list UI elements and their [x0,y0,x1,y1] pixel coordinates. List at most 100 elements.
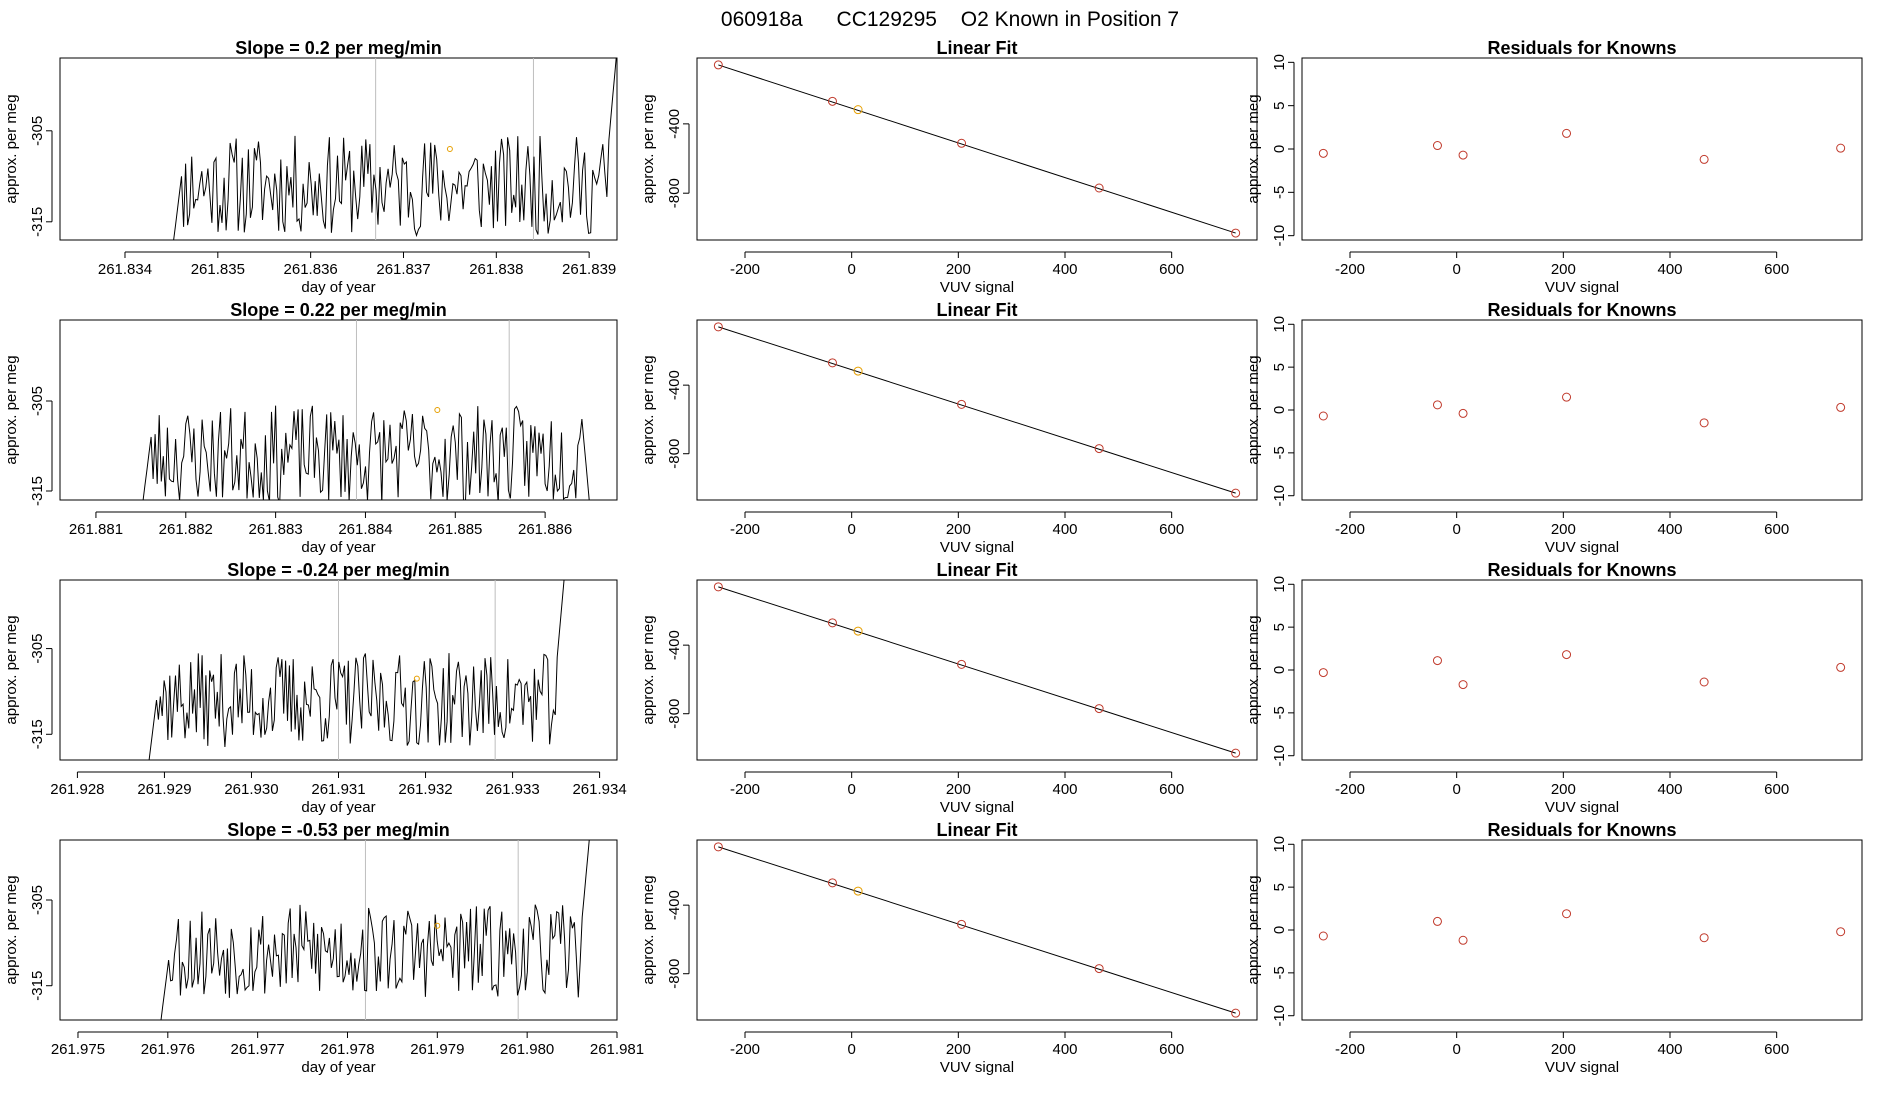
x-tick-label: -200 [730,1041,760,1058]
plot-title: Residuals for Knowns [1487,560,1676,580]
y-tick-label: 0 [1271,406,1288,414]
x-axis-label: VUV signal [1545,799,1619,816]
x-tick-label: 261.978 [320,1041,374,1058]
y-axis-label: approx. per meg [3,615,20,724]
y-tick-label: -315 [29,207,46,237]
y-tick-label: 0 [1271,145,1288,153]
known-point [1836,662,1846,672]
x-tick-label: 261.981 [590,1041,644,1058]
supertitle-tank: CC129295 [837,8,937,31]
fit-line [718,64,1236,234]
known-point [1836,402,1846,412]
x-tick-label: 261.931 [311,781,365,798]
y-tick-label: -400 [666,370,683,400]
y-tick-label: -10 [1271,485,1288,507]
x-axis-label: VUV signal [940,799,1014,816]
x-tick-label: 200 [1551,521,1576,538]
unknown-point [853,886,863,896]
known-point [1699,933,1709,943]
known-point [827,618,837,628]
y-tick-label: -800 [666,439,683,469]
x-tick-label: 261.975 [51,1041,105,1058]
plot-title: Linear Fit [936,300,1017,320]
y-axis-label: approx. per meg [640,615,657,724]
y-axis-label: approx. per meg [640,94,657,203]
x-tick-label: 200 [946,1041,971,1058]
y-tick-label: -5 [1271,186,1288,199]
x-tick-label: 261.837 [376,261,430,278]
sample-marker [434,407,441,413]
x-tick-label: 400 [1657,521,1682,538]
panel-line-r3-2: Slope = -0.24 per meg/min 261.928 261.929 2… [3,560,627,816]
plot-title: Linear Fit [936,820,1017,840]
known-point [1318,931,1328,941]
supertitle-description: O2 Known in Position 7 [961,8,1179,31]
x-tick-label: 261.929 [137,781,191,798]
y-axis-label: approx. per meg [3,875,20,984]
x-tick-label: 600 [1159,781,1184,798]
x-tick-label: 400 [1657,261,1682,278]
plot-title: Slope = 0.22 per meg/min [230,300,447,320]
unknown-point [853,105,863,115]
x-axis-label: day of year [301,279,375,296]
x-tick-label: -200 [1335,781,1365,798]
x-tick-label: 600 [1159,1041,1184,1058]
x-tick-label: 600 [1764,1041,1789,1058]
sample-marker [446,146,453,152]
y-axis-label: approx. per meg [1245,615,1262,724]
x-tick-label: 261.835 [191,261,245,278]
known-point [1458,935,1468,945]
known-point [1562,392,1572,402]
plot-title: Linear Fit [936,38,1017,58]
x-tick-label: 200 [946,781,971,798]
y-tick-label: -305 [29,634,46,664]
plot-frame [59,319,618,501]
x-tick-label: 0 [847,521,855,538]
x-axis-label: VUV signal [1545,539,1619,556]
known-point [1094,704,1104,714]
x-tick-label: 400 [1657,781,1682,798]
panel-line-r1-0: Slope = 0.2 per meg/min 261.834 261.835 261… [3,38,618,296]
x-tick-label: 0 [1452,261,1460,278]
y-axis-label: approx. per meg [1245,875,1262,984]
x-tick-label: 261.886 [518,521,572,538]
x-tick-label: 261.980 [500,1041,554,1058]
plot-frame [696,839,1258,1021]
x-tick-label: 261.883 [248,521,302,538]
known-point [1318,148,1328,158]
plot-title: Residuals for Knowns [1487,300,1676,320]
y-tick-label: -400 [666,890,683,920]
sample-marker [434,922,441,929]
x-tick-label: 0 [1452,521,1460,538]
known-point [827,878,837,888]
x-axis-label: VUV signal [1545,279,1619,296]
x-tick-label: 261.839 [562,261,616,278]
panel-scatter-r4-11: Residuals for Knowns -200 0 200 400 600 VUV si… [1245,820,1863,1076]
plot-title: Linear Fit [936,560,1017,580]
known-point [1836,927,1846,937]
y-tick-label: -10 [1271,225,1288,247]
known-point [1432,141,1442,151]
known-point [1231,1008,1241,1018]
y-tick-label: -800 [666,178,683,208]
known-point [1318,411,1328,421]
known-point [1562,909,1572,919]
signal-trace [148,580,565,760]
x-tick-label: 400 [1657,1041,1682,1058]
panel-scatter-r2-9: Residuals for Knowns -200 0 200 400 600 VUV si… [1245,300,1863,556]
known-point [713,842,723,852]
panel-grid: Slope = 0.2 per meg/min 261.834 261.835 261… [3,38,1863,1076]
x-tick-label: -200 [1335,1041,1365,1058]
known-point [713,60,723,70]
y-tick-label: -305 [29,116,46,146]
x-tick-label: 600 [1159,261,1184,278]
panel-scatter-r3-6: Linear Fit -200 0 200 400 600 VUV signal -400 -8… [640,560,1258,816]
known-point [1231,748,1241,758]
x-tick-label: 600 [1764,261,1789,278]
known-point [1699,677,1709,687]
x-tick-label: 200 [1551,1041,1576,1058]
y-tick-label: -315 [29,719,46,749]
x-tick-label: -200 [1335,521,1365,538]
y-axis-label: approx. per meg [3,94,20,203]
